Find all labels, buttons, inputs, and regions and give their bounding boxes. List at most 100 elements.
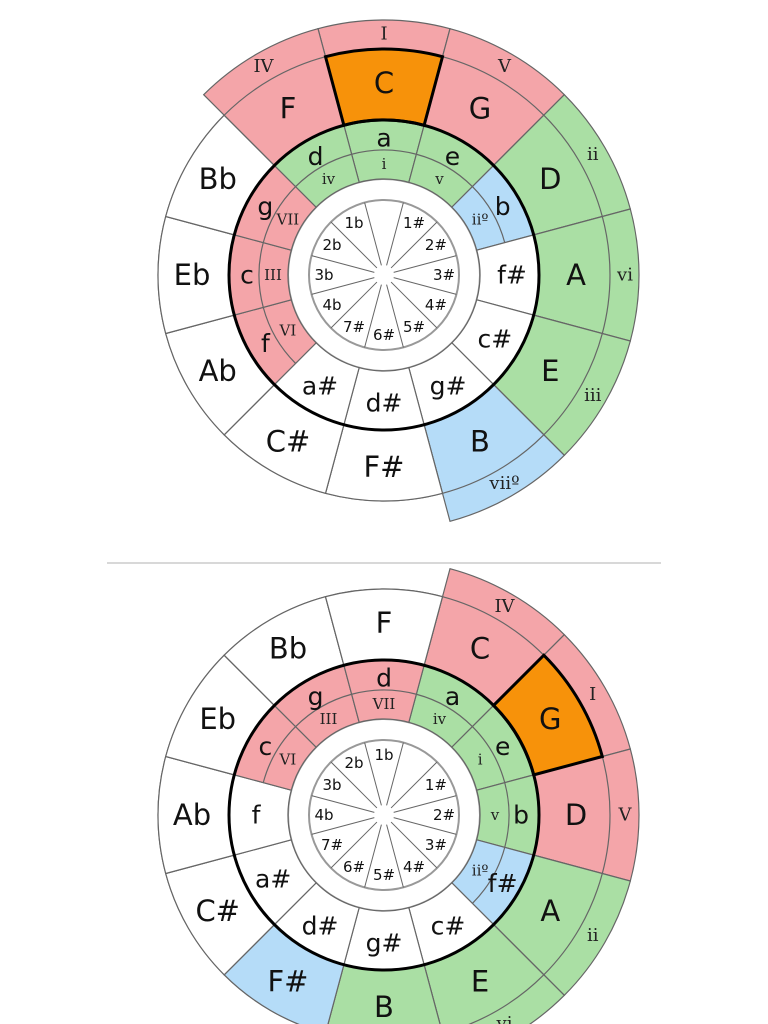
major-roman-numeral: ii xyxy=(587,925,599,946)
signature-spoke xyxy=(390,281,438,329)
signature-spoke xyxy=(393,255,457,273)
major-key-label: Ab xyxy=(173,798,211,832)
key-signature-label: 4# xyxy=(425,296,447,314)
key-signature-label: 4b xyxy=(314,806,333,824)
major-key-label: A xyxy=(540,894,560,928)
signature-spoke xyxy=(386,742,404,806)
minor-roman-divider xyxy=(351,689,417,695)
signature-spoke xyxy=(390,821,438,869)
signature-spoke xyxy=(386,284,404,348)
minor-roman-numeral: v xyxy=(490,806,500,824)
signature-spoke xyxy=(311,795,375,813)
minor-roman-numeral: III xyxy=(264,266,282,284)
minor-key-label: c# xyxy=(431,911,466,940)
minor-roman-numeral: iv xyxy=(322,170,336,188)
key-signature-label: 6# xyxy=(373,326,395,344)
minor-roman-numeral: iv xyxy=(433,710,447,728)
major-roman-numeral: V xyxy=(618,805,633,826)
minor-roman-divider xyxy=(471,847,506,904)
minor-roman-numeral: VII xyxy=(276,211,300,229)
key-signature-label: 7# xyxy=(321,836,343,854)
minor-key-label: a xyxy=(445,682,460,711)
major-key-label: D xyxy=(565,798,587,832)
major-key-label: C# xyxy=(195,894,240,928)
minor-key-label: a xyxy=(376,124,391,153)
signature-spoke xyxy=(330,821,378,869)
signature-spoke xyxy=(393,795,457,813)
signature-spoke xyxy=(364,824,382,888)
key-signature-label: 1# xyxy=(425,776,447,794)
minor-roman-divider xyxy=(295,153,352,188)
minor-key-label: a# xyxy=(302,371,338,400)
signature-spoke xyxy=(364,284,382,348)
key-signature-label: 5# xyxy=(373,866,395,884)
signature-spoke xyxy=(364,202,382,266)
major-key-label: Eb xyxy=(174,258,211,292)
major-roman-numeral: IV xyxy=(494,596,515,617)
major-roman-numeral: IV xyxy=(253,56,274,77)
tonic-highlight-border xyxy=(491,653,605,777)
minor-key-label: f xyxy=(261,329,271,358)
major-key-label: F# xyxy=(268,964,309,998)
major-roman-numeral: vi xyxy=(496,1013,513,1024)
key-signature-label: 7# xyxy=(343,318,365,336)
minor-roman-divider xyxy=(471,186,506,243)
minor-key-label: d# xyxy=(302,911,339,940)
major-key-label: E xyxy=(471,964,489,998)
minor-roman-numeral: VI xyxy=(278,751,296,769)
minor-roman-numeral: i xyxy=(478,751,483,769)
minor-roman-divider xyxy=(351,149,417,155)
minor-roman-divider xyxy=(504,782,510,848)
major-key-label: D xyxy=(539,162,561,196)
key-signature-label: 6# xyxy=(343,858,365,876)
signature-spoke xyxy=(330,281,378,329)
minor-roman-divider xyxy=(262,726,297,783)
minor-key-label: c xyxy=(258,732,272,761)
major-key-label: Eb xyxy=(199,702,236,736)
minor-key-label: g xyxy=(308,682,324,711)
minor-roman-numeral: v xyxy=(434,170,444,188)
major-roman-numeral: I xyxy=(589,684,596,705)
minor-roman-numeral: iiº xyxy=(472,211,489,229)
major-roman-numeral: viiº xyxy=(488,473,519,494)
signature-spoke xyxy=(393,277,457,295)
signature-spoke xyxy=(311,277,375,295)
key-signature-label: 5# xyxy=(403,318,425,336)
minor-key-label: c# xyxy=(477,325,512,354)
major-key-label: Ab xyxy=(199,354,237,388)
major-key-label: C xyxy=(374,66,394,100)
signature-spoke xyxy=(311,255,375,273)
minor-key-label: g xyxy=(257,192,273,221)
key-signature-label: 2# xyxy=(425,236,447,254)
key-signature-label: 1b xyxy=(374,746,393,764)
major-roman-numeral: I xyxy=(380,24,387,45)
minor-roman-divider xyxy=(262,186,297,243)
circle-of-fifths-key-of-C: Ca Ii Ge 1# Vv Db 2# ii iiº Af# 3# vi Ec# 4# iii Bg# 5# v… xyxy=(157,19,640,523)
minor-key-label: d# xyxy=(366,389,403,418)
minor-roman-divider xyxy=(416,693,473,728)
minor-key-label: b xyxy=(513,801,529,830)
minor-roman-divider xyxy=(416,153,473,188)
minor-roman-numeral: i xyxy=(382,155,387,173)
major-key-label: F# xyxy=(364,450,405,484)
signature-spoke xyxy=(386,202,404,266)
minor-key-label: f# xyxy=(488,869,518,898)
signature-spoke xyxy=(311,817,375,835)
signature-spoke xyxy=(386,824,404,888)
minor-key-label: b xyxy=(495,192,511,221)
key-signature-label: 1b xyxy=(344,214,363,232)
minor-key-label: f xyxy=(252,801,262,830)
key-signature-label: 4b xyxy=(322,296,341,314)
major-key-label: G xyxy=(539,702,561,736)
key-signature-label: 3# xyxy=(425,836,447,854)
major-key-label: C# xyxy=(266,424,311,458)
signature-spoke xyxy=(393,817,457,835)
tonic-highlight-border xyxy=(323,47,445,128)
major-key-label: F xyxy=(376,606,393,640)
minor-key-label: g# xyxy=(366,929,403,958)
key-signature-label: 2b xyxy=(344,754,363,772)
key-signature-label: 1# xyxy=(403,214,425,232)
major-key-label: Bb xyxy=(199,162,237,196)
key-signature-label: 2b xyxy=(322,236,341,254)
